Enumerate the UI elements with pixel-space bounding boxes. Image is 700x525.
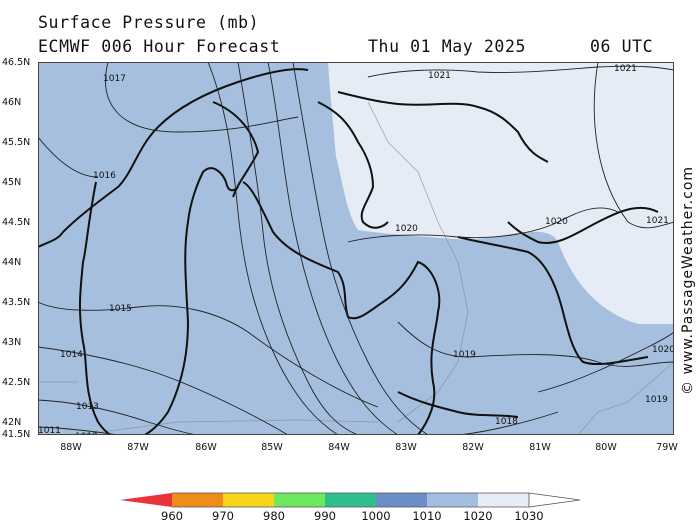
isobar-labels: 1017 1021 1021 1016 1020 1020 1021 1015 … (38, 64, 674, 435)
lat-label: 45.5N (2, 137, 31, 148)
lat-label: 41.5N (2, 429, 31, 440)
isobar-label: 1021 (646, 216, 669, 226)
legend-swatch-970 (172, 493, 223, 507)
lat-label: 43N (2, 337, 22, 348)
high-pressure-fill (328, 62, 674, 324)
legend-label: 970 (212, 509, 234, 523)
isobar-label: 1011 (38, 426, 61, 435)
isobar-label: 1016 (93, 171, 116, 181)
forecast-model: ECMWF 006 Hour Forecast (38, 37, 281, 56)
lon-label: 88W (60, 442, 82, 453)
legend-swatch-1000 (325, 493, 376, 507)
lat-label: 42.5N (2, 377, 31, 388)
lon-label: 86W (195, 442, 217, 453)
lat-label: 45N (2, 177, 22, 188)
legend-swatch-1020 (427, 493, 478, 507)
legend-label: 1010 (412, 509, 442, 523)
lat-label: 43.5N (2, 297, 31, 308)
legend-label: 1030 (514, 509, 544, 523)
copyright-text: © www.PassageWeather.com (680, 165, 696, 395)
isobar-label: 1017 (103, 74, 126, 84)
isobar-label: 1018 (495, 417, 518, 427)
lon-label: 87W (127, 442, 149, 453)
lon-label: 85W (261, 442, 283, 453)
legend-label: 990 (314, 509, 336, 523)
legend-swatch-960 (120, 493, 172, 507)
isobar-label: 1014 (60, 350, 83, 360)
lat-label: 44N (2, 257, 22, 268)
state-borders (38, 101, 674, 435)
isobar-label: 1019 (645, 395, 668, 405)
isobar-label: 1012 (75, 432, 98, 435)
lat-label: 42N (2, 417, 22, 428)
lon-label: 81W (529, 442, 551, 453)
forecast-time: 06 UTC (590, 37, 654, 56)
legend-label: 1020 (463, 509, 493, 523)
chart-title: Surface Pressure (mb) (38, 13, 260, 32)
lat-label: 46.5N (2, 57, 31, 68)
legend-swatch-max (528, 492, 581, 508)
lon-label: 83W (395, 442, 417, 453)
legend-label: 1000 (361, 509, 391, 523)
coastline (38, 68, 659, 435)
isobar-label: 1020 (545, 217, 568, 227)
isobar-label: 1015 (109, 304, 132, 314)
isobar-label: 1013 (76, 402, 99, 412)
lat-label: 46N (2, 97, 22, 108)
legend-label: 980 (263, 509, 285, 523)
isobar-label: 1020 (395, 224, 418, 234)
legend-swatch-1030 (478, 493, 529, 507)
color-legend (120, 492, 581, 508)
lon-label: 79W (656, 442, 678, 453)
lon-label: 84W (328, 442, 350, 453)
isobar-label: 1020 (652, 345, 674, 355)
lon-label: 80W (595, 442, 617, 453)
lat-label: 44.5N (2, 217, 31, 228)
legend-swatch-1010 (376, 493, 427, 507)
forecast-date: Thu 01 May 2025 (368, 37, 527, 56)
lon-label: 82W (462, 442, 484, 453)
legend-swatch-980 (223, 493, 274, 507)
legend-swatch-990 (274, 493, 325, 507)
legend-label: 960 (161, 509, 183, 523)
isobar-label: 1021 (428, 71, 451, 81)
pressure-map: 1017 1021 1021 1016 1020 1020 1021 1015 … (38, 62, 674, 435)
isobar-label: 1019 (453, 350, 476, 360)
map-frame (38, 62, 674, 435)
isobar-label: 1021 (614, 64, 637, 74)
